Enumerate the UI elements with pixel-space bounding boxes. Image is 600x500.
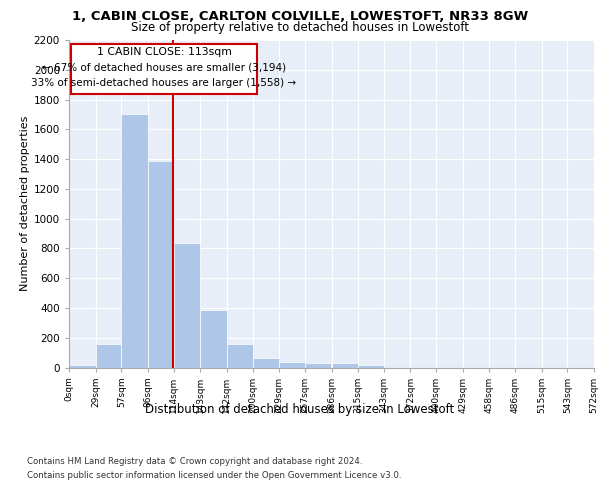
Text: Contains public sector information licensed under the Open Government Licence v3: Contains public sector information licen…: [27, 471, 401, 480]
Bar: [71, 44, 257, 94]
Bar: [253, 358, 279, 368]
Bar: [227, 344, 253, 367]
Bar: [279, 362, 305, 368]
Bar: [331, 364, 358, 368]
Bar: [173, 243, 200, 368]
Text: Contains HM Land Registry data © Crown copyright and database right 2024.: Contains HM Land Registry data © Crown c…: [27, 458, 362, 466]
Text: 1 CABIN CLOSE: 113sqm: 1 CABIN CLOSE: 113sqm: [97, 48, 232, 58]
Bar: [358, 365, 384, 368]
Bar: [69, 364, 95, 368]
Bar: [200, 310, 227, 368]
Text: 1, CABIN CLOSE, CARLTON COLVILLE, LOWESTOFT, NR33 8GW: 1, CABIN CLOSE, CARLTON COLVILLE, LOWEST…: [72, 10, 528, 23]
Text: 33% of semi-detached houses are larger (1,558) →: 33% of semi-detached houses are larger (…: [31, 78, 296, 88]
Text: Size of property relative to detached houses in Lowestoft: Size of property relative to detached ho…: [131, 22, 469, 35]
Bar: [148, 160, 173, 368]
Text: Distribution of detached houses by size in Lowestoft: Distribution of detached houses by size …: [145, 402, 455, 415]
Y-axis label: Number of detached properties: Number of detached properties: [20, 116, 29, 292]
Bar: [121, 114, 148, 368]
Bar: [305, 363, 331, 368]
Bar: [95, 344, 121, 368]
Text: ← 67% of detached houses are smaller (3,194): ← 67% of detached houses are smaller (3,…: [42, 62, 286, 72]
